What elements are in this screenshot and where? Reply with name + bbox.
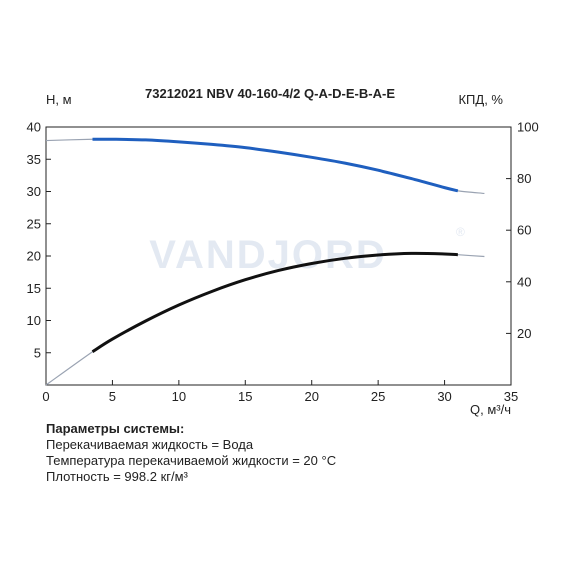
head-curve-extension xyxy=(45,138,485,195)
x-tick-label: 25 xyxy=(371,389,385,404)
plot-area: 0 5 10 15 20 25 30 35 5 10 15 20 25 30 35 40 20 40 60 80 100 xyxy=(27,120,539,405)
y-left-tick-label: 10 xyxy=(27,313,41,328)
parameter-fluid: Перекачиваемая жидкость = Вода xyxy=(46,437,254,452)
x-tick-label: 10 xyxy=(172,389,186,404)
x-tick-label: 5 xyxy=(109,389,116,404)
y-right-tick-label: 80 xyxy=(517,171,531,186)
y-left-tick-label: 5 xyxy=(34,345,41,360)
x-tick-label: 35 xyxy=(504,389,518,404)
parameter-temperature: Температура перекачиваемой жидкости = 20… xyxy=(46,453,337,468)
y-left-tick-label: 30 xyxy=(27,184,41,199)
head-curve xyxy=(92,137,459,193)
x-tick-label: 15 xyxy=(238,389,252,404)
y-axis-right-title: КПД, % xyxy=(458,92,503,107)
y-right-tick-label: 20 xyxy=(517,326,531,341)
y-left-tick-label: 15 xyxy=(27,281,41,296)
system-parameters: Параметры системы: Перекачиваемая жидкос… xyxy=(46,421,336,485)
y-left-tick-label: 25 xyxy=(27,216,41,231)
parameters-title: Параметры системы: xyxy=(46,421,185,436)
parameter-density: Плотность = 998.2 кг/м³ xyxy=(46,469,188,484)
x-tick-label: 0 xyxy=(42,389,49,404)
x-tick-label: 20 xyxy=(304,389,318,404)
x-tick-label: 30 xyxy=(437,389,451,404)
y-right-tick-label: 100 xyxy=(517,120,539,135)
y-right-tick-label: 40 xyxy=(517,274,531,289)
y-left-tick-label: 20 xyxy=(27,249,41,264)
y-left-tick-label: 35 xyxy=(27,152,41,167)
y-axis-left-title: H, м xyxy=(46,92,72,107)
y-right-tick-label: 60 xyxy=(517,223,531,238)
pump-curve-chart: 73212021 NBV 40-160-4/2 Q-A-D-E-B-A-E H,… xyxy=(27,86,539,417)
watermark-registered-mark: ® xyxy=(456,225,465,239)
efficiency-curve xyxy=(91,251,458,353)
chart-title: 73212021 NBV 40-160-4/2 Q-A-D-E-B-A-E xyxy=(145,86,395,101)
watermark-logo: VANDJORD xyxy=(149,233,387,277)
y-left-tick-label: 40 xyxy=(27,120,41,135)
x-axis-title: Q, м³/ч xyxy=(470,402,511,417)
